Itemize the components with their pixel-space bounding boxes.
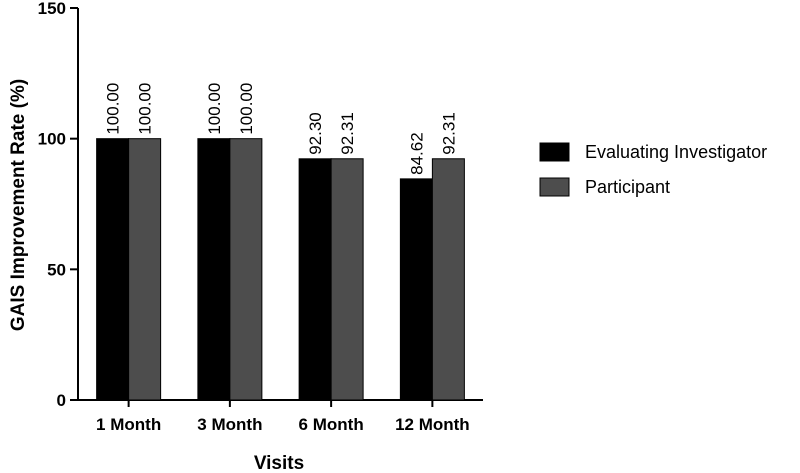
- legend-swatch: [539, 177, 570, 197]
- bar: [330, 158, 364, 401]
- data-label: 100.00: [136, 83, 155, 135]
- bar: [298, 158, 332, 401]
- data-label: 100.00: [104, 83, 123, 135]
- x-tick-label: 12 Month: [395, 415, 470, 434]
- data-label: 92.30: [306, 112, 325, 155]
- x-axis-title: Visits: [254, 453, 304, 473]
- bars: [96, 138, 465, 401]
- bar: [229, 138, 263, 401]
- bar: [399, 178, 433, 401]
- bar: [431, 158, 465, 401]
- y-tick-label: 100: [38, 130, 66, 149]
- y-tick-label: 0: [57, 391, 66, 410]
- data-label: 100.00: [205, 83, 224, 135]
- y-tick-label: 50: [47, 260, 66, 279]
- y-axis-title: GAIS Improvement Rate (%): [8, 79, 29, 331]
- legend-swatch: [539, 142, 570, 162]
- y-tick-label: 150: [38, 0, 66, 18]
- bar: [128, 138, 162, 401]
- data-label: 100.00: [237, 83, 256, 135]
- x-axis: 1 Month 3 Month 6 Month 12 Month: [78, 399, 483, 434]
- bar: [96, 138, 130, 401]
- y-axis: 0 50 100 150: [38, 0, 79, 410]
- bar: [197, 138, 231, 401]
- x-tick-label: 6 Month: [299, 415, 364, 434]
- data-label: 92.31: [439, 112, 458, 155]
- legend-label: Evaluating Investigator: [585, 142, 767, 162]
- data-labels: 100.00 100.00 100.00 100.00 92.30 92.31 84.62 9…: [104, 83, 459, 175]
- legend: Evaluating Investigator Participant: [539, 142, 767, 197]
- data-label: 92.31: [338, 112, 357, 155]
- data-label: 84.62: [407, 132, 426, 175]
- legend-label: Participant: [585, 177, 670, 197]
- x-tick-label: 3 Month: [197, 415, 262, 434]
- x-tick-label: 1 Month: [96, 415, 161, 434]
